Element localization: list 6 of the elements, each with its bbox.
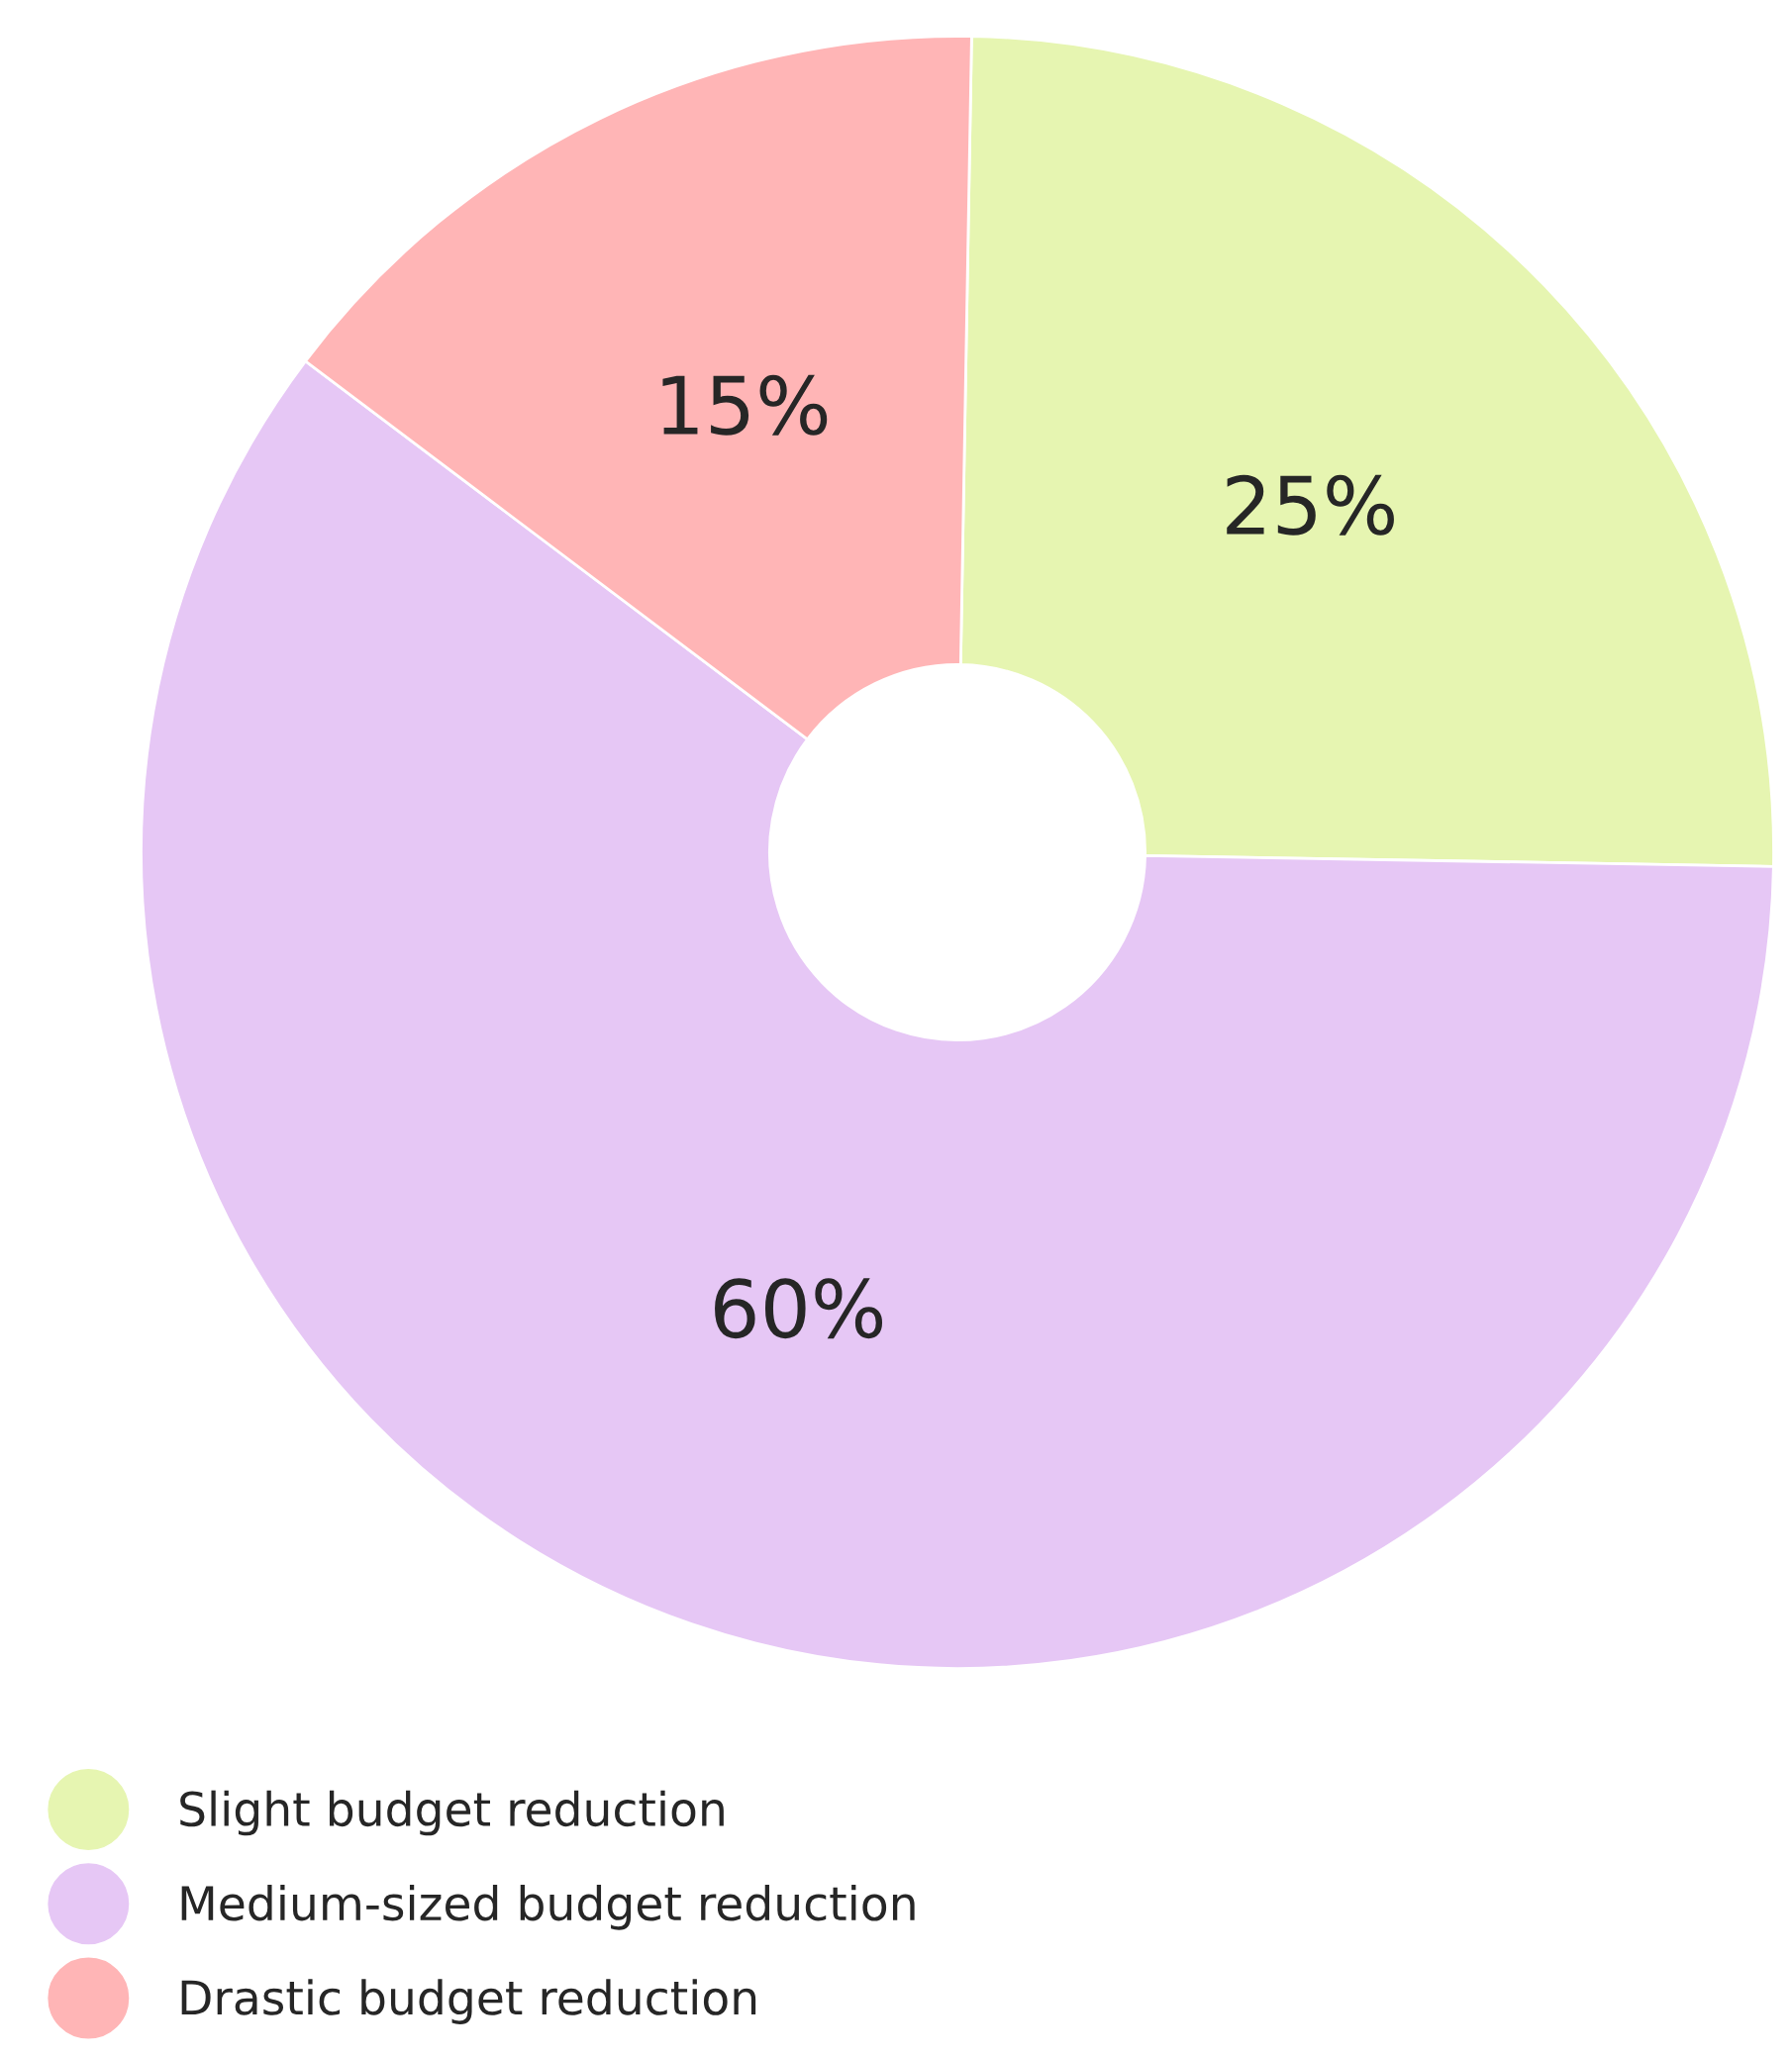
legend-label: Medium-sized budget reduction [181,1884,915,1930]
legend-label: Slight budget reduction [180,1790,724,1836]
legend-label: Drastic budget reduction [181,1979,756,2024]
data-label: 15% [662,374,828,436]
data-label: 25% [1227,474,1394,536]
data-label: 60% [715,1278,883,1339]
